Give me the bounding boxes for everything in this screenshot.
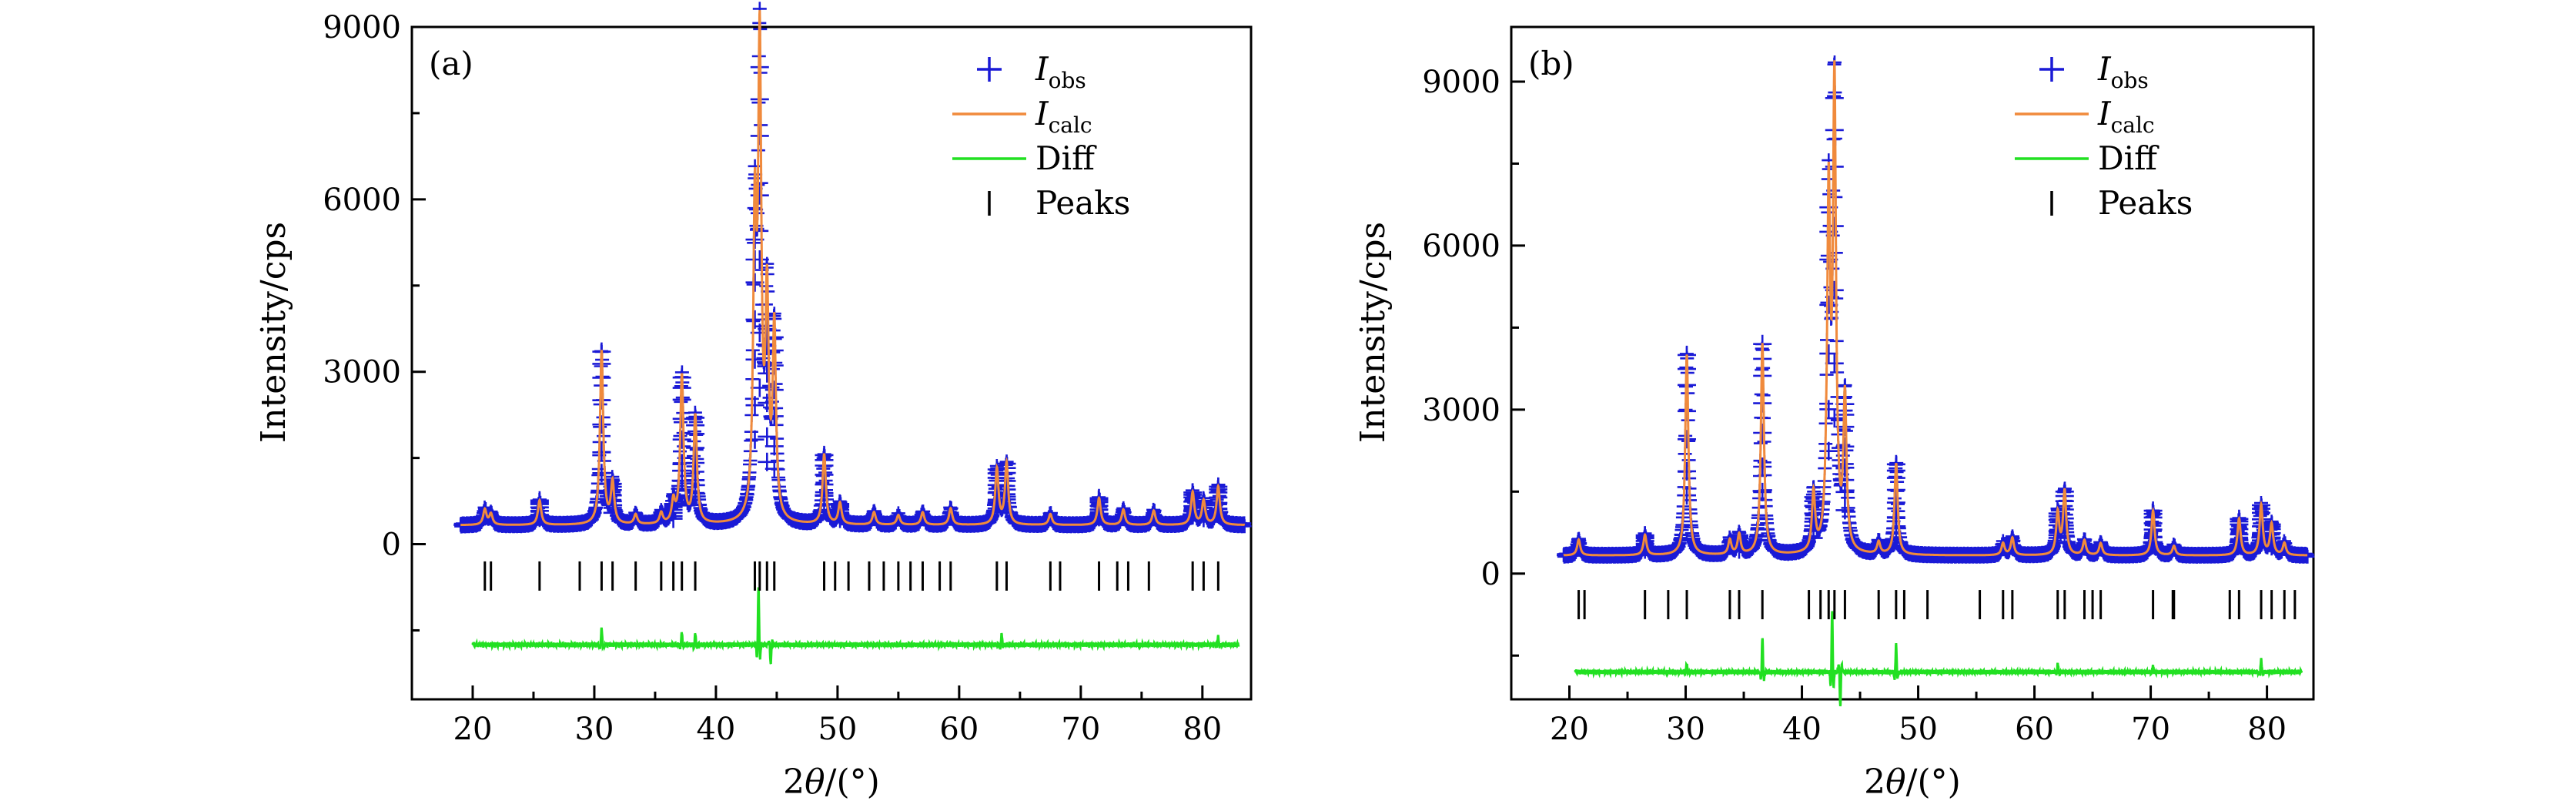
legend-label: Diff bbox=[2098, 139, 2159, 177]
x-tick-label: 20 bbox=[1550, 712, 1589, 747]
x-tick-label: 60 bbox=[939, 712, 979, 747]
legend-label: Icalc bbox=[1035, 95, 1092, 138]
x-tick-label: 80 bbox=[1183, 712, 1222, 747]
diff-series bbox=[1574, 611, 2303, 707]
plot-frame bbox=[1510, 25, 2315, 701]
iobs-series bbox=[1557, 55, 2315, 564]
icalc-series bbox=[460, 10, 1246, 527]
y-tick-label: 0 bbox=[382, 528, 401, 563]
y-tick-label: 9000 bbox=[323, 10, 401, 45]
y-tick-label: 9000 bbox=[1422, 65, 1500, 100]
legend-label: Peaks bbox=[2098, 184, 2193, 222]
y-tick-label: 3000 bbox=[323, 355, 401, 390]
chart-panel-b: 20 30 40 50 60 70 80 0 3000 6000 9000 2θ/(°) Intensi… bbox=[1353, 25, 2315, 802]
legend-label: Icalc bbox=[2097, 95, 2155, 138]
diff-series bbox=[471, 587, 1240, 665]
legend-label: Peaks bbox=[1035, 184, 1130, 222]
legend-label: Diff bbox=[1035, 139, 1097, 177]
plot-frame bbox=[410, 25, 1253, 701]
legend-iobs-marker bbox=[2039, 57, 2064, 82]
x-axis-title: 2θ/(°) bbox=[1864, 762, 1961, 802]
x-tick-label: 30 bbox=[1666, 712, 1705, 747]
chart-panel-a: 20 30 40 50 60 70 80 0 3000 6000 9000 2θ/(°) Intensi… bbox=[254, 2, 1253, 802]
x-tick-label: 30 bbox=[575, 712, 614, 747]
legend-iobs-marker bbox=[977, 57, 1002, 82]
x-tick-label: 80 bbox=[2247, 712, 2287, 747]
y-tick-label: 3000 bbox=[1422, 393, 1500, 428]
x-tick-label: 40 bbox=[696, 712, 735, 747]
icalc-series bbox=[1563, 60, 2308, 557]
x-axis-title: 2θ/(°) bbox=[783, 762, 880, 802]
y-tick-label: 0 bbox=[1481, 557, 1500, 592]
y-tick-label: 6000 bbox=[323, 183, 401, 218]
y-tick-label: 6000 bbox=[1422, 229, 1500, 264]
y-axis-title: Intensity/cps bbox=[1353, 222, 1393, 443]
panel-label: (a) bbox=[429, 45, 473, 82]
y-axis-title: Intensity/cps bbox=[254, 222, 293, 443]
legend-label: Iobs bbox=[1035, 50, 1086, 93]
legend-label: Iobs bbox=[2097, 50, 2149, 93]
x-tick-label: 50 bbox=[818, 712, 857, 747]
x-tick-label: 70 bbox=[1061, 712, 1100, 747]
x-tick-label: 50 bbox=[1899, 712, 1938, 747]
x-tick-label: 40 bbox=[1782, 712, 1822, 747]
x-tick-label: 70 bbox=[2131, 712, 2170, 747]
x-tick-label: 20 bbox=[453, 712, 493, 747]
panel-label: (b) bbox=[1528, 45, 1574, 82]
iobs-series bbox=[453, 2, 1252, 534]
x-tick-label: 60 bbox=[2015, 712, 2054, 747]
